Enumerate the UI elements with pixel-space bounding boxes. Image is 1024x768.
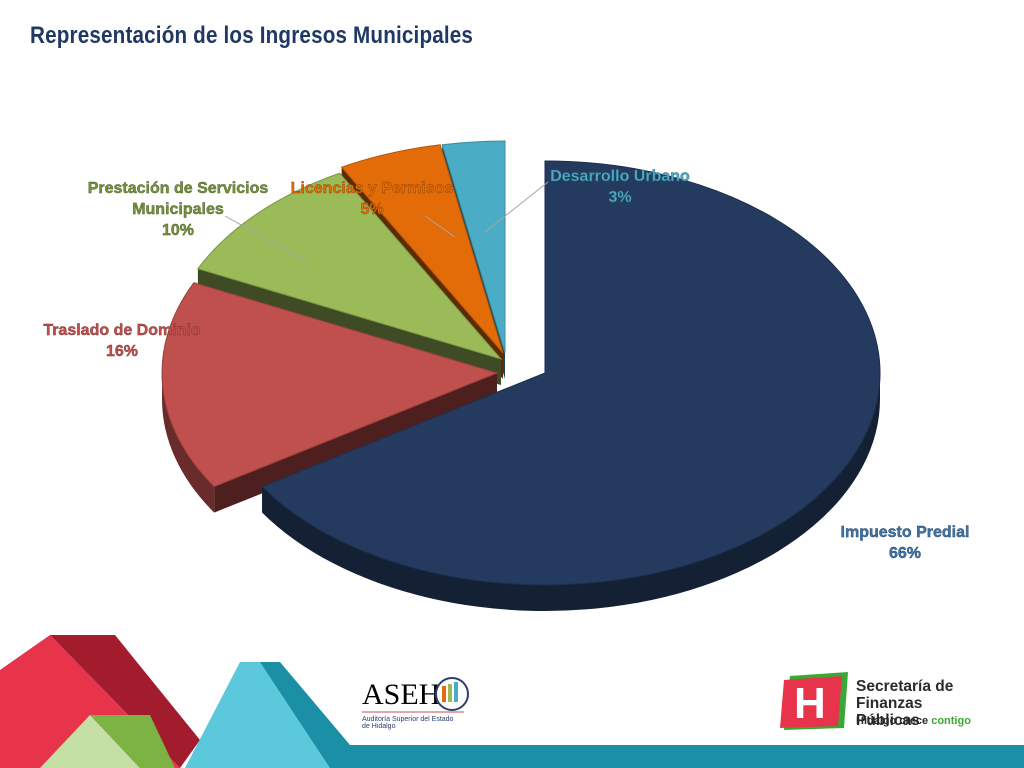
pie-slice-label: Desarrollo Urbano 3% [550, 168, 690, 206]
leader-line [224, 215, 309, 263]
decor-teal-triangle [260, 662, 350, 768]
pie-slice-traslado-de-dominio [161, 282, 499, 488]
decor-darkred-triangle [50, 635, 200, 768]
sfp-logo-name: Secretaría de Finanzas Públicas [856, 678, 954, 729]
footer-decoration [0, 635, 1024, 768]
pie-slice-rim-traslado-de-dominio-0 [162, 373, 215, 513]
pie-slice-label: Licencias y Permisos 5% [291, 180, 454, 218]
aseh-logo: ASEH Auditoría Superior del Estado de Hi… [360, 672, 470, 736]
sfp-h-icon: H [780, 672, 848, 730]
pie-slice-percent: 5% [360, 201, 383, 218]
sfp-logo: H Secretaría de Finanzas Públicas Hidalg… [780, 670, 990, 732]
pie-slice-label: Impuesto Predial 66% [841, 524, 970, 562]
pie-slice-percent: 10% [162, 222, 194, 239]
decor-cyan-triangle [185, 662, 330, 768]
pie-slice-licencias-y-permisos [340, 144, 504, 354]
pie-chart: Impuesto Predial 66% Traslado de Dominio 16… [43, 140, 970, 611]
pie-slice-percent: 66% [889, 545, 921, 562]
leader-line [424, 215, 456, 238]
pie-slice-impuesto-predial [261, 160, 881, 586]
pie-slice-prestacion-de-servicios-municipales [197, 172, 503, 360]
decor-teal-band [330, 745, 1024, 768]
svg-text:H: H [794, 679, 826, 728]
decor-green-triangle [90, 715, 175, 768]
sfp-logo-slogan: Hidalgo crece contigo [856, 715, 971, 727]
aseh-logo-subtitle: Auditoría Superior del Estado de Hidalgo [362, 716, 454, 730]
pie-slice-desarrollo-urbano [441, 140, 506, 354]
pie-slice-label: Traslado de Dominio 16% [43, 322, 201, 360]
pie-tops [161, 140, 881, 586]
leader-line [484, 181, 549, 233]
pie-slice-label: Prestación de Servicios Municipales 10% [88, 180, 269, 239]
page-title: Representación de los Ingresos Municipal… [30, 22, 474, 49]
pie-slice-percent: 16% [106, 343, 138, 360]
pie-slice-percent: 3% [608, 189, 631, 206]
decor-lightgreen-triangle [40, 715, 140, 768]
aseh-logo-text: ASEH [362, 678, 440, 711]
